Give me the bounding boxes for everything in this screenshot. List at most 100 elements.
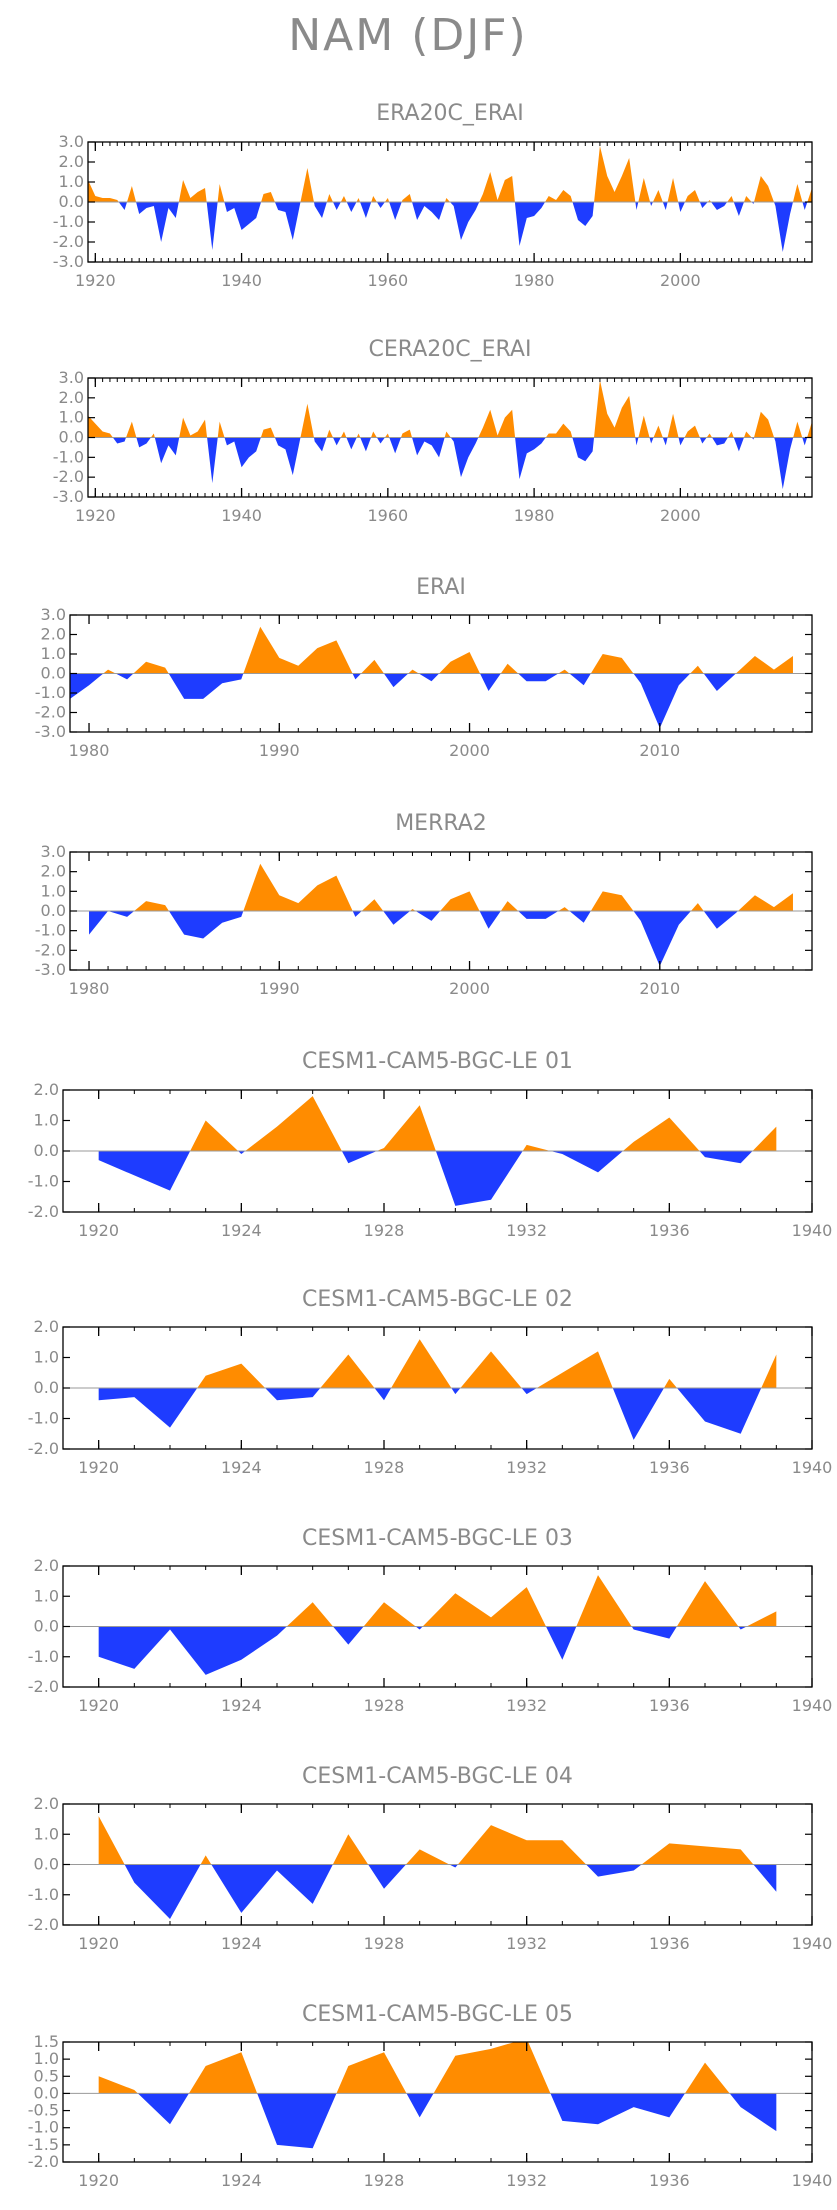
positive-area [98, 1339, 777, 1388]
x-tick-label: 1940 [792, 1696, 833, 1715]
negative-area [98, 1864, 777, 1919]
x-tick-label: 1932 [506, 1696, 547, 1715]
panel-title: CESM1-CAM5-BGC-LE 05 [302, 2002, 573, 2027]
y-tick-label: -3.0 [35, 960, 66, 979]
panel-2: CERA20C_ERAI 3.02.01.00.0-1.0-2.0-3.01920… [53, 337, 813, 525]
y-tick-label: 3.0 [41, 605, 66, 624]
y-tick-label: 0.0 [34, 1378, 59, 1397]
negative-area [88, 437, 812, 490]
y-tick-label: -2.0 [53, 467, 84, 486]
positive-area [98, 1575, 777, 1627]
y-tick-label: -1.0 [28, 1172, 59, 1191]
x-tick-label: 1940 [792, 1221, 833, 1240]
panel-5: CESM1-CAM5-BGC-LE 01 2.0 1.0 0.0 -1.0 -2.0 192… [28, 1049, 833, 1240]
x-tick-label: 1920 [75, 271, 116, 290]
y-tick-label: -1.0 [28, 1409, 59, 1428]
positive-area [89, 863, 793, 911]
y-tick-label: 3.0 [41, 842, 66, 861]
x-tick-label: 1940 [221, 271, 262, 290]
x-tick-label: 1940 [221, 506, 262, 525]
y-tick-label: -1.0 [53, 447, 84, 466]
negative-area [89, 911, 793, 967]
x-tick-label: 1932 [506, 1934, 547, 1953]
y-tick-label: 1.0 [34, 1824, 59, 1843]
y-tick-label: 3.0 [59, 368, 84, 387]
panel-title: CESM1-CAM5-BGC-LE 03 [302, 1526, 573, 1551]
x-tick-label: 2000 [660, 506, 701, 525]
y-tick-label: 0.0 [34, 1141, 59, 1160]
y-tick-label: 0.0 [34, 1855, 59, 1874]
y-tick-label: -2.0 [28, 1439, 59, 1458]
y-tick-label: 2.0 [59, 152, 84, 171]
y-tick-label: 1.0 [59, 408, 84, 427]
x-tick-label: 1928 [364, 1221, 405, 1240]
y-tick-label: 2.0 [34, 1080, 59, 1099]
x-tick-label: 1936 [649, 1458, 690, 1477]
y-tick-label: 3.0 [59, 132, 84, 151]
y-tick-label: -0.5 [28, 2101, 59, 2120]
x-tick-label: 2000 [449, 979, 490, 998]
x-tick-label: 1920 [78, 1934, 119, 1953]
y-tick-label: 1.0 [34, 2049, 59, 2068]
x-tick-label: 1924 [221, 1696, 262, 1715]
y-tick-label: -1.0 [53, 212, 84, 231]
panel-title: ERAI [416, 575, 466, 600]
x-tick-label: 1940 [792, 2171, 833, 2190]
y-tick-label: -1.0 [28, 2118, 59, 2137]
figure-title: NAM (DJF) [288, 10, 527, 61]
x-tick-label: 1936 [649, 1934, 690, 1953]
panel-7: CESM1-CAM5-BGC-LE 03 2.0 1.0 0.0 -1.0 -2.0 192… [28, 1526, 833, 1715]
y-tick-label: 2.0 [34, 1556, 59, 1575]
y-tick-label: 1.0 [34, 1586, 59, 1605]
y-tick-label: 0.5 [34, 2066, 59, 2085]
x-tick-label: 1936 [649, 2171, 690, 2190]
x-tick-label: 1980 [514, 506, 555, 525]
x-tick-label: 1980 [69, 979, 110, 998]
x-tick-label: 1924 [221, 2171, 262, 2190]
y-tick-label: 2.0 [41, 625, 66, 644]
panel-title: CESM1-CAM5-BGC-LE 01 [302, 1049, 573, 1074]
negative-area [88, 202, 812, 252]
y-tick-label: 2.0 [59, 388, 84, 407]
positive-area [98, 1816, 777, 1865]
x-tick-label: 1940 [792, 1458, 833, 1477]
y-tick-label: -2.0 [53, 232, 84, 251]
panel-title: CESM1-CAM5-BGC-LE 04 [302, 1764, 573, 1789]
y-tick-label: -3.0 [53, 487, 84, 506]
y-tick-label: -2.0 [28, 1202, 59, 1221]
y-tick-label: 0.0 [34, 1617, 59, 1636]
panel-9: CESM1-CAM5-BGC-LE 05 1.51.00.50.0-0.5-1.0… [28, 2002, 833, 2190]
x-tick-label: 1928 [364, 1696, 405, 1715]
negative-area [98, 1151, 777, 1206]
y-tick-label: 1.5 [34, 2032, 59, 2051]
x-tick-label: 2000 [660, 271, 701, 290]
y-tick-label: 2.0 [34, 1317, 59, 1336]
positive-area [70, 626, 793, 674]
x-tick-label: 1924 [221, 1458, 262, 1477]
x-tick-label: 1920 [78, 1221, 119, 1240]
y-tick-label: 0.0 [59, 428, 84, 447]
panel-title: CERA20C_ERAI [369, 337, 532, 362]
y-tick-label: -1.5 [28, 2135, 59, 2154]
positive-area [98, 1096, 777, 1151]
x-tick-label: 1990 [259, 741, 300, 760]
x-tick-label: 1990 [259, 979, 300, 998]
y-tick-label: 1.0 [34, 1348, 59, 1367]
y-tick-label: -2.0 [28, 2152, 59, 2171]
x-tick-label: 1940 [792, 1934, 833, 1953]
x-tick-label: 1920 [78, 1696, 119, 1715]
y-tick-label: 2.0 [34, 1794, 59, 1813]
y-tick-label: -1.0 [35, 683, 66, 702]
x-tick-label: 1936 [649, 1221, 690, 1240]
y-tick-label: -2.0 [35, 703, 66, 722]
y-tick-label: -1.0 [28, 1647, 59, 1666]
panel-title: CESM1-CAM5-BGC-LE 02 [302, 1287, 573, 1312]
x-tick-label: 1932 [506, 2171, 547, 2190]
panel-6: CESM1-CAM5-BGC-LE 02 2.0 1.0 0.0 -1.0 -2.0 192… [28, 1287, 833, 1477]
x-tick-label: 1920 [78, 2171, 119, 2190]
y-tick-label: 0.0 [41, 901, 66, 920]
